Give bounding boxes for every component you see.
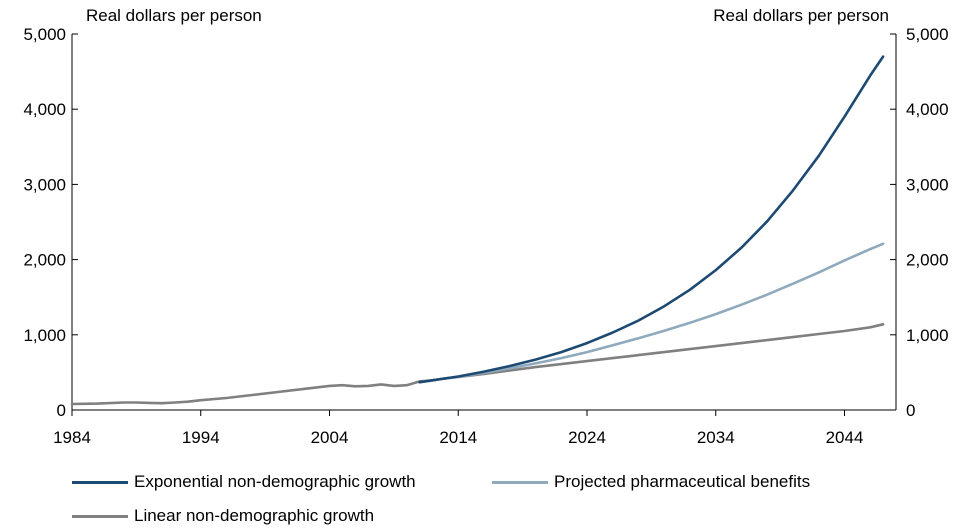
right-y-tick-label: 3,000: [906, 175, 949, 194]
x-tick-label: 2004: [311, 428, 349, 447]
right-y-tick-label: 4,000: [906, 100, 949, 119]
legend-label-pharmaceutical: Projected pharmaceutical benefits: [554, 472, 811, 491]
right-y-tick-label: 0: [906, 401, 915, 420]
right-axis-title: Real dollars per person: [713, 6, 889, 25]
legend-label-exponential: Exponential non-demographic growth: [134, 472, 416, 491]
x-tick-label: 2034: [697, 428, 735, 447]
left-y-axis-ticks: 0 1,000 2,000 3,000 4,000 5,000: [23, 25, 78, 420]
legend-swatch-linear: [72, 514, 128, 518]
left-y-tick-label: 3,000: [23, 175, 66, 194]
legend-item-linear: Linear non-demographic growth: [72, 506, 374, 526]
legend-label-linear: Linear non-demographic growth: [134, 506, 375, 525]
x-tick-label: 1984: [53, 428, 91, 447]
x-tick-label: 2044: [826, 428, 864, 447]
legend-item-pharmaceutical: Projected pharmaceutical benefits: [492, 472, 810, 492]
left-y-tick-label: 5,000: [23, 25, 66, 44]
legend-item-exponential: Exponential non-demographic growth: [72, 472, 416, 492]
left-y-tick-label: 4,000: [23, 100, 66, 119]
left-y-tick-label: 0: [57, 401, 66, 420]
series-line-linear: [70, 322, 885, 406]
series-lines: [70, 55, 885, 406]
x-tick-label: 2014: [439, 428, 477, 447]
x-axis-ticks: 1984 1994 2004 2014 2024 2034 2044: [53, 410, 863, 447]
left-y-tick-label: 2,000: [23, 251, 66, 270]
left-y-tick-label: 1,000: [23, 326, 66, 345]
right-y-tick-label: 2,000: [906, 251, 949, 270]
legend-swatch-pharmaceutical: [492, 480, 548, 484]
chart-axes: [71, 34, 897, 411]
series-line-exponential: [418, 55, 885, 384]
x-tick-label: 1994: [182, 428, 220, 447]
legend-swatch-exponential: [72, 480, 128, 484]
left-axis-title: Real dollars per person: [86, 6, 262, 25]
right-y-axis-ticks: 0 1,000 2,000 3,000 4,000 5,000: [890, 25, 949, 420]
right-y-tick-label: 5,000: [906, 25, 949, 44]
right-y-tick-label: 1,000: [906, 326, 949, 345]
x-tick-label: 2024: [568, 428, 606, 447]
